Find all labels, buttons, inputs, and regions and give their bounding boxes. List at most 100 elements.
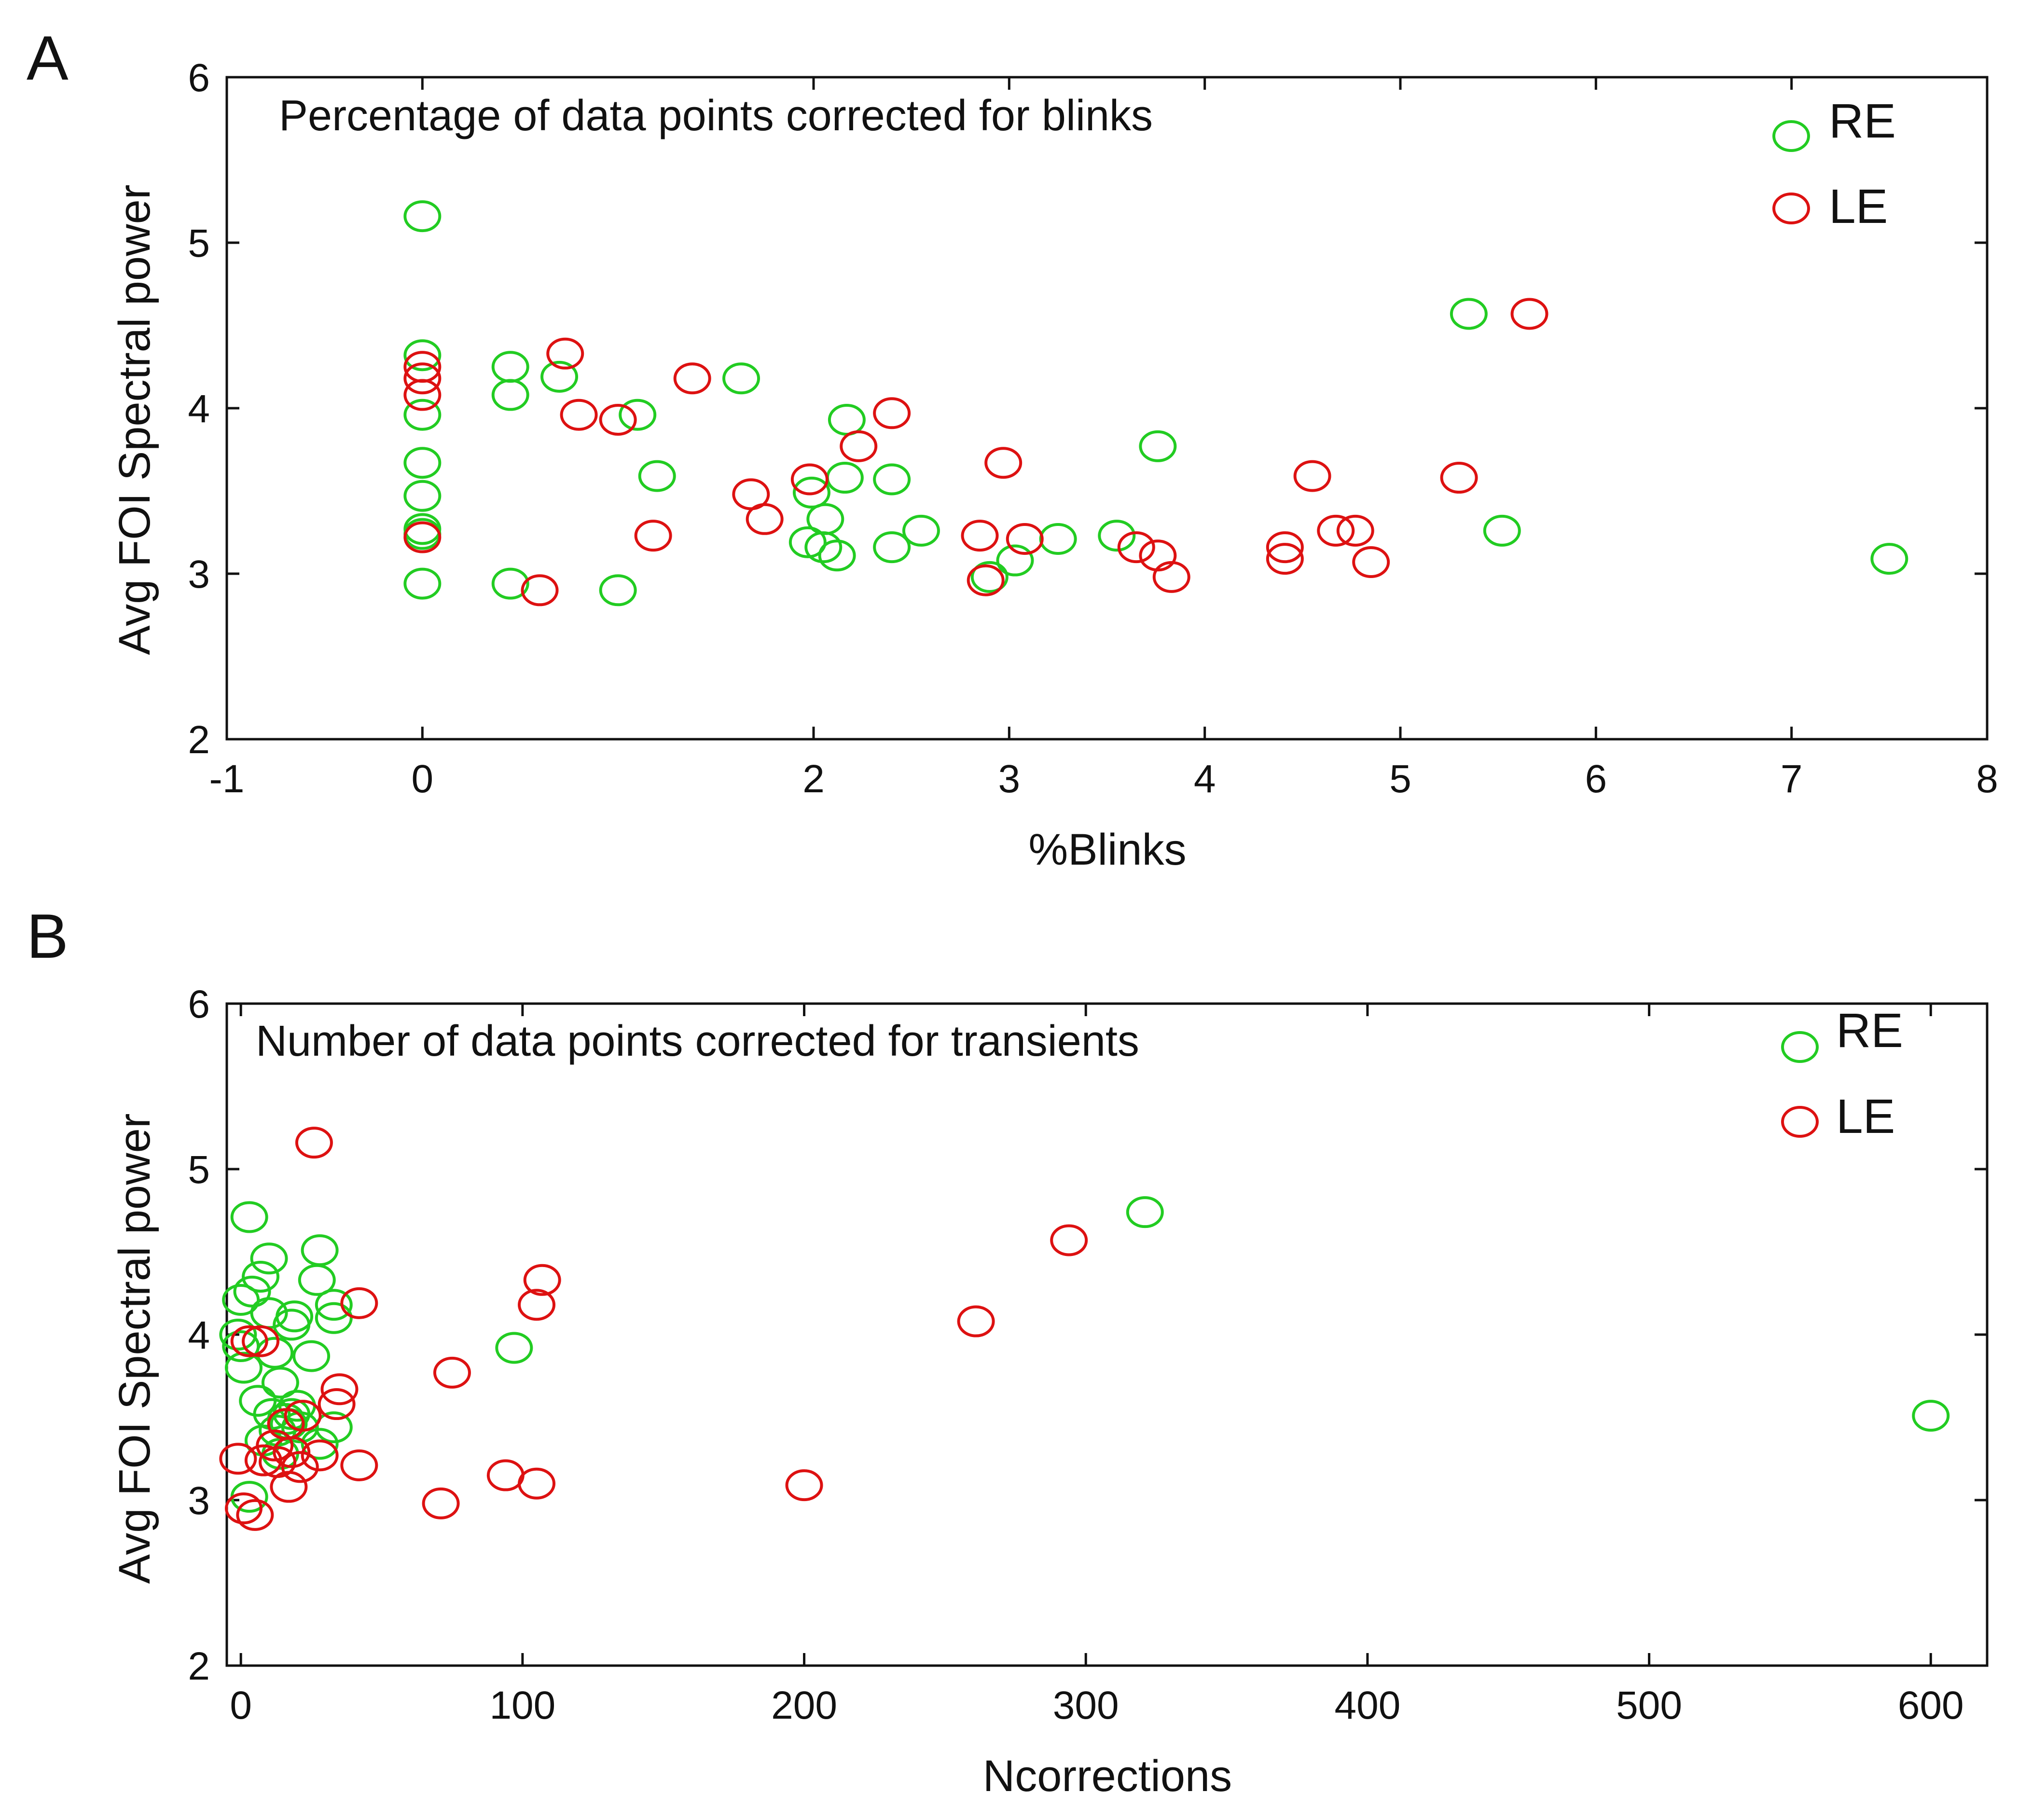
data-point-le: [219, 1443, 257, 1475]
data-point-re: [873, 531, 911, 564]
data-point-le: [1440, 462, 1478, 494]
x-tick-label: 300: [1053, 1683, 1119, 1727]
y-tick-label: 4: [188, 387, 210, 431]
data-point-re: [403, 480, 442, 512]
panel-label: A: [27, 23, 69, 93]
data-point-re: [1483, 514, 1521, 547]
data-point-le: [242, 1325, 280, 1357]
data-point-le: [422, 1487, 460, 1519]
x-tick-label: 200: [771, 1683, 837, 1727]
data-point-re: [403, 200, 442, 233]
data-point-re: [225, 1351, 263, 1384]
data-point-re: [301, 1428, 339, 1460]
x-tick-label: 0: [412, 757, 434, 801]
data-point-le: [301, 1439, 339, 1472]
panel-label: B: [27, 901, 69, 971]
data-point-re: [491, 567, 529, 600]
x-tick-label: -1: [209, 757, 245, 801]
data-point-re: [292, 1340, 331, 1372]
y-tick-label: 6: [188, 982, 210, 1026]
data-point-re: [403, 339, 442, 372]
data-point-le: [320, 1373, 359, 1406]
data-point-le: [1510, 298, 1548, 330]
legend-marker-le: [1772, 193, 1810, 224]
series-re: [403, 200, 1908, 607]
data-point-le: [1266, 543, 1304, 575]
data-point-re: [491, 379, 529, 411]
x-tick-label: 600: [1898, 1683, 1964, 1727]
data-point-le: [1336, 514, 1374, 547]
data-point-le: [1266, 531, 1304, 564]
data-point-re: [298, 1264, 336, 1296]
legend-item-le: LE: [1772, 179, 1888, 234]
data-point-re: [788, 526, 827, 558]
data-point-le: [957, 1305, 995, 1337]
data-point-le: [270, 1471, 308, 1503]
x-tick-label: 400: [1334, 1683, 1400, 1727]
data-point-re: [1098, 520, 1136, 552]
data-point-re: [806, 503, 844, 535]
data-point-re: [1039, 523, 1077, 555]
data-point-le: [236, 1499, 274, 1531]
x-tick-label: 4: [1194, 757, 1216, 801]
legend-item-re: RE: [1781, 1004, 1903, 1063]
y-tick-label: 3: [188, 552, 210, 596]
legend-item-re: RE: [1772, 94, 1896, 152]
data-point-re: [970, 561, 1009, 593]
data-point-le: [1317, 514, 1355, 547]
data-point-re: [315, 1289, 353, 1321]
data-point-re: [722, 362, 760, 395]
data-point-le: [961, 520, 999, 552]
data-point-le: [1050, 1224, 1088, 1256]
y-tick-label: 5: [188, 221, 210, 265]
legend: RE LE: [1772, 94, 1896, 234]
y-tick-label: 3: [188, 1479, 210, 1523]
data-point-le: [746, 503, 784, 535]
legend-marker-re: [1781, 1031, 1819, 1063]
data-point-le: [1006, 523, 1044, 555]
legend-label-le: LE: [1836, 1089, 1895, 1144]
y-axis-label: Avg FOI Spectral power: [110, 185, 159, 655]
data-point-le: [599, 404, 637, 436]
x-tick-label: 8: [1976, 757, 1998, 801]
panel-b: B Number of data points corrected for tr…: [27, 901, 1989, 1801]
data-point-le: [521, 574, 559, 607]
data-point-le: [403, 521, 442, 553]
data-point-re: [1912, 1400, 1950, 1432]
data-point-le: [433, 1356, 471, 1389]
data-point-le: [273, 1436, 311, 1468]
data-point-re: [315, 1411, 353, 1444]
x-tick-label: 7: [1781, 757, 1803, 801]
data-point-re: [230, 1201, 268, 1233]
data-point-re: [403, 399, 442, 431]
chart-title: Percentage of data points corrected for …: [279, 92, 1153, 140]
data-point-le: [790, 463, 829, 496]
data-point-le: [1152, 561, 1190, 593]
data-point-re: [818, 539, 856, 572]
data-point-le: [984, 447, 1023, 479]
data-point-le: [295, 1127, 333, 1159]
data-point-le: [785, 1469, 823, 1502]
x-tick-label: 100: [489, 1683, 555, 1727]
data-point-re: [222, 1283, 260, 1316]
data-point-le: [518, 1289, 556, 1321]
y-axis-label: Avg FOI Spectral power: [110, 1114, 159, 1584]
data-point-le: [840, 430, 878, 462]
x-tick-label: 3: [998, 757, 1021, 801]
x-tick-label: 0: [230, 1683, 252, 1727]
data-point-re: [403, 447, 442, 479]
data-point-re: [599, 574, 637, 607]
data-point-re: [1126, 1196, 1164, 1228]
data-point-le: [873, 397, 911, 429]
legend-marker-re: [1772, 120, 1810, 152]
y-tick-label: 2: [188, 1644, 210, 1688]
series-le: [403, 298, 1548, 607]
data-point-re: [1139, 430, 1177, 462]
data-point-le: [318, 1388, 356, 1420]
data-point-le: [1352, 546, 1390, 578]
data-point-re: [403, 567, 442, 600]
data-point-re: [638, 460, 676, 492]
